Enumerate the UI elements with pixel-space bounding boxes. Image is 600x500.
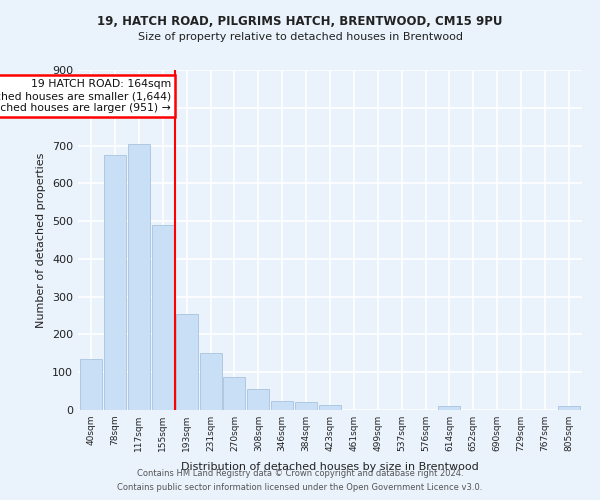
Bar: [247, 389, 269, 410]
X-axis label: Distribution of detached houses by size in Brentwood: Distribution of detached houses by size …: [181, 462, 479, 472]
Bar: [319, 405, 341, 410]
Bar: [152, 225, 174, 410]
Bar: [128, 144, 150, 410]
Bar: [439, 406, 460, 410]
Bar: [558, 406, 580, 410]
Text: 19 HATCH ROAD: 164sqm
← 63% of detached houses are smaller (1,644)
36% of semi-d: 19 HATCH ROAD: 164sqm ← 63% of detached …: [0, 80, 171, 112]
Text: Size of property relative to detached houses in Brentwood: Size of property relative to detached ho…: [137, 32, 463, 42]
Bar: [200, 354, 221, 410]
Bar: [295, 402, 317, 410]
Bar: [176, 314, 197, 410]
Bar: [271, 400, 293, 410]
Bar: [223, 377, 245, 410]
Text: Contains public sector information licensed under the Open Government Licence v3: Contains public sector information licen…: [118, 484, 482, 492]
Y-axis label: Number of detached properties: Number of detached properties: [37, 152, 46, 328]
Text: 19, HATCH ROAD, PILGRIMS HATCH, BRENTWOOD, CM15 9PU: 19, HATCH ROAD, PILGRIMS HATCH, BRENTWOO…: [97, 15, 503, 28]
Bar: [104, 155, 126, 410]
Text: Contains HM Land Registry data © Crown copyright and database right 2024.: Contains HM Land Registry data © Crown c…: [137, 468, 463, 477]
Bar: [80, 359, 102, 410]
